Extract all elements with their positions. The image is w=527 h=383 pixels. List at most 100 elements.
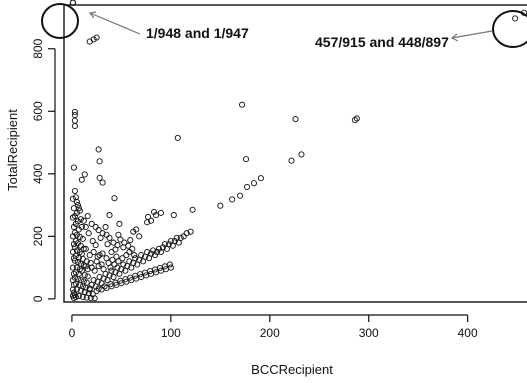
data-point bbox=[183, 230, 190, 237]
data-point bbox=[177, 234, 184, 241]
y-tick-label: 0 bbox=[31, 295, 45, 302]
data-point bbox=[100, 266, 107, 273]
data-point bbox=[120, 261, 127, 268]
data-point bbox=[75, 226, 82, 233]
data-point bbox=[95, 227, 102, 234]
data-point bbox=[119, 255, 126, 262]
data-point bbox=[96, 252, 103, 259]
data-point bbox=[76, 282, 83, 289]
data-point bbox=[71, 111, 78, 119]
data-point bbox=[82, 223, 89, 231]
data-point bbox=[72, 220, 79, 227]
data-point bbox=[170, 212, 177, 219]
data-point bbox=[78, 176, 85, 183]
data-point bbox=[76, 248, 83, 256]
y-axis: 0 200 400 600 800 bbox=[31, 38, 56, 302]
data-point bbox=[157, 209, 165, 216]
data-point bbox=[292, 116, 299, 123]
data-point bbox=[87, 294, 94, 301]
data-point bbox=[84, 212, 91, 220]
data-point bbox=[189, 206, 196, 213]
data-point bbox=[102, 223, 109, 231]
data-point bbox=[512, 15, 519, 22]
data-point bbox=[81, 272, 88, 279]
y-tick-label: 800 bbox=[31, 38, 45, 58]
data-point bbox=[86, 252, 93, 259]
data-point bbox=[132, 255, 139, 262]
data-point bbox=[144, 219, 151, 226]
data-point bbox=[79, 293, 86, 301]
data-point bbox=[70, 270, 77, 277]
y-tick-label: 600 bbox=[31, 101, 45, 121]
data-point bbox=[74, 202, 81, 209]
data-point bbox=[148, 250, 155, 257]
data-point bbox=[90, 248, 97, 256]
arrow-head bbox=[450, 33, 459, 42]
data-point bbox=[83, 294, 90, 301]
data-point bbox=[71, 108, 78, 115]
data-point bbox=[115, 258, 122, 265]
data-point bbox=[288, 157, 295, 164]
x-tick-label: 0 bbox=[69, 326, 76, 340]
annotation-arrow bbox=[89, 12, 141, 35]
data-point bbox=[91, 267, 98, 274]
data-point bbox=[71, 117, 78, 124]
x-axis-title: BCCRecipient bbox=[251, 362, 333, 377]
highlight-ellipse bbox=[41, 3, 79, 39]
data-point bbox=[87, 259, 94, 266]
data-point bbox=[165, 241, 172, 248]
data-point bbox=[70, 289, 77, 296]
data-point bbox=[106, 212, 113, 219]
data-point bbox=[174, 134, 181, 141]
data-point bbox=[76, 233, 83, 241]
annotation-label: 1/948 and 1/947 bbox=[146, 25, 249, 41]
data-point bbox=[92, 223, 99, 231]
data-point bbox=[133, 226, 140, 233]
data-point bbox=[85, 230, 92, 237]
data-point bbox=[99, 230, 106, 237]
data-point bbox=[69, 292, 76, 299]
arrow-head bbox=[88, 11, 97, 19]
data-point bbox=[90, 277, 97, 284]
data-point bbox=[69, 233, 76, 240]
data-point bbox=[131, 252, 138, 259]
data-point bbox=[79, 235, 86, 242]
data-point bbox=[80, 217, 87, 224]
data-point bbox=[159, 244, 166, 251]
data-point bbox=[81, 288, 88, 296]
data-point bbox=[116, 220, 123, 227]
data-point bbox=[187, 228, 194, 235]
data-point bbox=[107, 264, 114, 271]
data-point bbox=[353, 115, 360, 122]
data-point bbox=[96, 158, 103, 165]
data-point bbox=[136, 233, 143, 240]
data-point bbox=[229, 196, 236, 203]
data-point bbox=[103, 231, 110, 238]
data-point bbox=[89, 237, 96, 245]
x-tick-label: 400 bbox=[458, 326, 478, 340]
data-point bbox=[138, 252, 145, 259]
data-point bbox=[94, 253, 101, 260]
plot-box bbox=[63, 4, 527, 303]
data-point bbox=[69, 248, 76, 256]
data-point bbox=[70, 223, 77, 231]
data-point bbox=[239, 101, 246, 108]
data-point bbox=[70, 205, 77, 212]
data-point bbox=[104, 241, 111, 248]
data-point bbox=[126, 258, 133, 265]
data-point bbox=[90, 36, 97, 43]
data-point bbox=[151, 252, 159, 259]
data-point bbox=[117, 236, 124, 243]
data-point bbox=[69, 0, 76, 6]
data-point bbox=[298, 151, 305, 158]
x-axis: 0 100 200 300 400 bbox=[69, 314, 478, 340]
data-point bbox=[101, 283, 108, 290]
data-point bbox=[96, 174, 103, 181]
data-point bbox=[351, 116, 358, 124]
y-tick-label: 400 bbox=[31, 163, 45, 183]
data-point bbox=[127, 237, 134, 244]
data-point bbox=[71, 122, 78, 130]
data-point bbox=[167, 264, 174, 271]
data-point bbox=[111, 195, 118, 202]
data-point bbox=[83, 258, 90, 265]
